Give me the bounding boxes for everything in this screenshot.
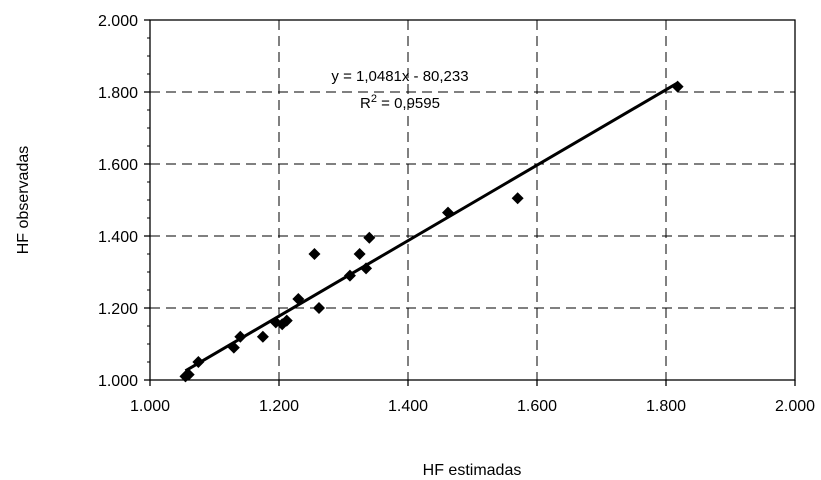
y-tick-label: 1.800 [98, 85, 138, 102]
trendline [184, 81, 679, 373]
data-point [363, 231, 376, 244]
x-axis-title: HF estimadas [423, 462, 522, 479]
data-point [511, 192, 524, 205]
gridlines [150, 20, 795, 380]
data-point [234, 330, 247, 343]
y-tick-label: 1.400 [98, 229, 138, 246]
data-point [343, 269, 356, 282]
data-point [280, 314, 293, 327]
x-tick-label: 2.000 [775, 398, 815, 415]
data-point [227, 341, 240, 354]
y-tick-label: 1.600 [98, 157, 138, 174]
data-point [441, 206, 454, 219]
r-squared-value: = 0,9595 [377, 95, 440, 112]
x-tick-label: 1.200 [259, 398, 299, 415]
y-axis-tick-labels: 1.000 1.200 1.400 1.600 1.800 2.000 [98, 13, 138, 390]
x-tick-label: 1.400 [388, 398, 428, 415]
y-tick-label: 1.000 [98, 373, 138, 390]
trendline-equation: y = 1,0481x - 80,233 [331, 68, 468, 85]
axis-tick-marks [144, 19, 796, 386]
x-tick-label: 1.000 [130, 398, 170, 415]
r-squared-prefix: R [360, 95, 371, 112]
data-point [308, 248, 321, 260]
data-point [182, 368, 195, 381]
data-point [360, 262, 373, 275]
r-squared-superscript: 2 [371, 93, 377, 105]
data-point [353, 248, 366, 260]
x-tick-label: 1.600 [517, 398, 557, 415]
y-tick-label: 1.200 [98, 301, 138, 318]
data-point [671, 80, 684, 93]
data-point [256, 330, 269, 343]
plot-area-border [149, 19, 796, 381]
x-tick-label: 1.800 [646, 398, 686, 415]
data-point [192, 356, 205, 368]
data-points [179, 80, 684, 383]
x-axis-tick-labels: 1.000 1.200 1.400 1.600 1.800 2.000 [130, 398, 815, 415]
data-point [292, 293, 305, 305]
y-tick-label: 2.000 [98, 13, 138, 30]
data-point [312, 302, 325, 314]
r-squared-label: R2 = 0,9595 [360, 93, 440, 112]
y-axis-title: HF observadas [15, 146, 32, 255]
